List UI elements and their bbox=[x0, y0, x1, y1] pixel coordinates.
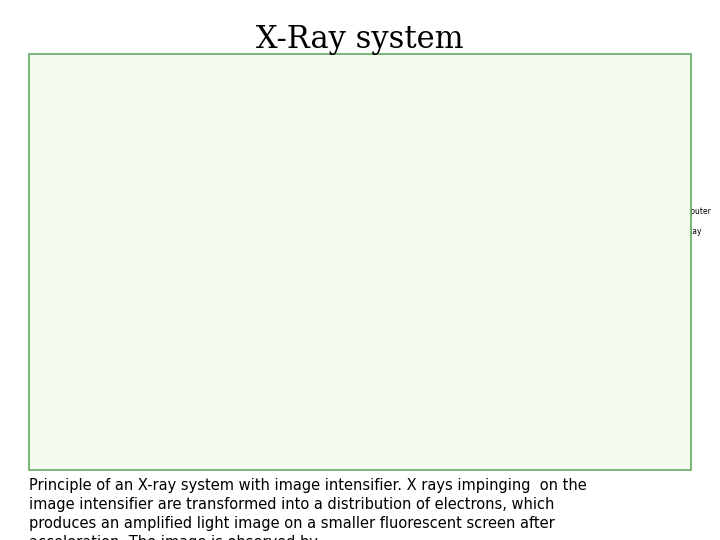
Text: film camera
or CD-ROM
storage: film camera or CD-ROM storage bbox=[528, 384, 573, 415]
Ellipse shape bbox=[460, 267, 477, 273]
Text: X-Ray system: X-Ray system bbox=[256, 24, 464, 55]
Text: object: object bbox=[168, 372, 192, 380]
Bar bbox=[534, 128, 593, 282]
Ellipse shape bbox=[460, 234, 477, 241]
Text: lenses
and
mirrors: lenses and mirrors bbox=[518, 198, 545, 228]
Ellipse shape bbox=[460, 251, 477, 257]
Bar bbox=[439, 375, 511, 388]
Polygon shape bbox=[318, 181, 436, 343]
Bar bbox=[55, 193, 102, 330]
Bar bbox=[654, 298, 662, 300]
Bar bbox=[55, 254, 102, 269]
Circle shape bbox=[469, 435, 480, 441]
Text: X-ray
tube: X-ray tube bbox=[66, 339, 86, 358]
Bar bbox=[541, 282, 586, 298]
Bar bbox=[279, 173, 285, 351]
Bar bbox=[654, 293, 662, 296]
Bar bbox=[55, 208, 102, 224]
Bar bbox=[613, 292, 678, 302]
Text: computer
and
display: computer and display bbox=[675, 206, 711, 237]
Bar bbox=[632, 293, 640, 296]
Bar bbox=[541, 132, 586, 278]
Text: fluorescent screen: fluorescent screen bbox=[309, 109, 379, 170]
Bar bbox=[632, 298, 640, 300]
Bar bbox=[439, 420, 511, 432]
Bar bbox=[55, 224, 102, 239]
Bar bbox=[288, 173, 294, 351]
Ellipse shape bbox=[460, 283, 477, 289]
Bar bbox=[55, 300, 102, 315]
Bar bbox=[55, 269, 102, 285]
Bar bbox=[626, 185, 665, 254]
Polygon shape bbox=[107, 168, 279, 355]
Bar bbox=[544, 144, 583, 266]
Bar bbox=[621, 293, 629, 296]
Bar bbox=[55, 285, 102, 300]
Text: Principle of an X-ray system with image intensifier. X rays impinging  on the
im: Principle of an X-ray system with image … bbox=[29, 478, 587, 540]
Bar bbox=[55, 193, 102, 208]
Bar bbox=[619, 173, 672, 270]
Polygon shape bbox=[311, 173, 442, 351]
Text: X rays: X rays bbox=[134, 184, 161, 193]
Bar bbox=[429, 355, 521, 444]
Bar bbox=[644, 293, 651, 296]
Text: lenses and collimation: lenses and collimation bbox=[248, 372, 335, 380]
Bar bbox=[621, 298, 629, 300]
Bar bbox=[55, 239, 102, 254]
Bar bbox=[55, 315, 102, 330]
Bar bbox=[298, 173, 305, 351]
Bar bbox=[102, 238, 107, 286]
Bar bbox=[439, 400, 511, 411]
Bar bbox=[644, 298, 651, 300]
